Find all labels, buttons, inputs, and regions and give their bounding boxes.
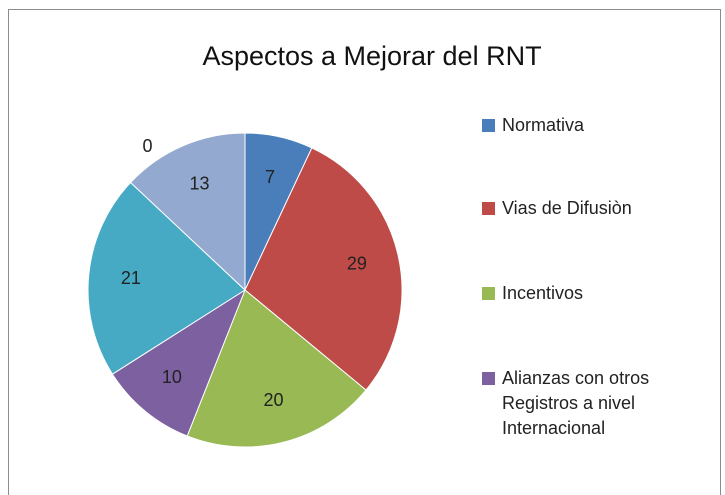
legend-item: Incentivos bbox=[482, 281, 702, 306]
data-label: 13 bbox=[189, 174, 209, 194]
legend-swatch bbox=[482, 202, 495, 215]
data-label: 21 bbox=[121, 268, 141, 288]
chart-title: Aspectos a Mejorar del RNT bbox=[202, 41, 541, 71]
legend-item: Vias de Difusiòn bbox=[482, 196, 702, 221]
legend-swatch bbox=[482, 372, 495, 385]
data-label: 10 bbox=[162, 367, 182, 387]
legend-label: Normativa bbox=[502, 115, 585, 135]
legend-label: Alianzas con otros Registros a nivel Int… bbox=[502, 368, 650, 438]
legend-item: Alianzas con otros Registros a nivel Int… bbox=[482, 366, 702, 441]
legend-label: Vias de Difusiòn bbox=[502, 198, 632, 218]
pie-slice bbox=[111, 288, 247, 437]
pie-slice bbox=[87, 181, 246, 375]
legend-item: Normativa bbox=[482, 113, 702, 138]
legend-label: Incentivos bbox=[502, 283, 584, 303]
legend-swatch bbox=[482, 119, 495, 132]
data-label: 29 bbox=[347, 254, 367, 274]
data-label: 7 bbox=[265, 167, 275, 187]
pie-slice bbox=[244, 147, 403, 391]
data-label: 0 bbox=[142, 136, 152, 156]
pie-slice bbox=[129, 132, 246, 292]
data-label: 20 bbox=[263, 390, 283, 410]
legend-swatch bbox=[482, 287, 495, 300]
pie-slice bbox=[186, 289, 367, 448]
